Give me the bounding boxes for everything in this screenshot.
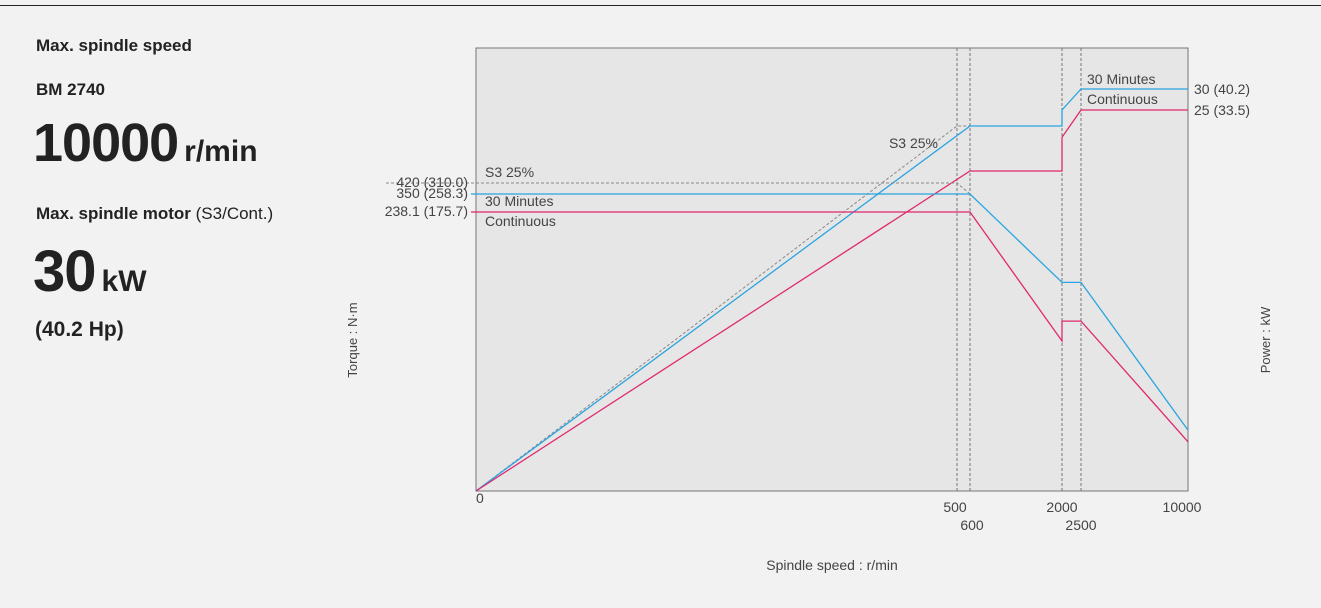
x-tick-2: 600 <box>960 517 984 533</box>
motor-hp: (40.2 Hp) <box>35 318 124 341</box>
x-tick-1: 500 <box>943 499 967 515</box>
torque-continuous-line <box>476 211 1189 443</box>
motor-value: 30 <box>33 239 97 304</box>
annotation-torque-s3: S3 25% <box>485 164 534 180</box>
torque-tick-2: 238.1 (175.7) <box>385 203 468 219</box>
power-continuous-line <box>475 109 1188 492</box>
annotation-torque-cont: Continuous <box>485 213 556 229</box>
motor-label: Max. spindle motor (S3/Cont.) <box>36 204 273 224</box>
model-name: BM 2740 <box>36 80 105 99</box>
power-tick-1: 25 (33.5) <box>1194 102 1250 118</box>
torque-tick-0: 420 (310.0) <box>396 174 468 190</box>
motor-spec: 30 kW <box>33 238 147 305</box>
x-tick-5: 10000 <box>1163 499 1202 515</box>
annotation-power-s3: S3 25% <box>889 135 938 151</box>
annotation-torque-30min: 30 Minutes <box>485 193 553 209</box>
power-tick-0: 30 (40.2) <box>1194 81 1250 97</box>
annotation-power-30min: 30 Minutes <box>1087 71 1155 87</box>
annotation-power-cont: Continuous <box>1087 91 1158 107</box>
x-axis-title: Spindle speed : r/min <box>766 557 898 573</box>
x-tick-3: 2000 <box>1046 499 1077 515</box>
motor-unit: kW <box>101 265 147 298</box>
motor-label-bold: Max. spindle motor <box>36 204 191 223</box>
plot-area <box>475 47 1189 492</box>
power-s3-line <box>475 125 970 492</box>
speed-spec: 10000 r/min <box>33 112 258 174</box>
top-rule <box>0 5 1321 6</box>
speed-label: Max. spindle speed <box>36 36 192 55</box>
y-axis-right-title: Power : kW <box>1258 306 1273 373</box>
speed-unit: r/min <box>184 135 258 168</box>
torque-s3-line <box>476 182 971 195</box>
power-thirty_min-line <box>475 88 1188 492</box>
y-axis-left-title: Torque : N·m <box>345 302 360 377</box>
torque-tick-1: 350 (258.3) <box>396 185 468 201</box>
x-tick-0: 0 <box>476 490 484 506</box>
speed-value: 10000 <box>33 113 179 173</box>
x-tick-4: 2500 <box>1065 517 1096 533</box>
torque-thirty_min-line <box>476 193 1189 431</box>
motor-label-rest: (S3/Cont.) <box>190 204 274 223</box>
